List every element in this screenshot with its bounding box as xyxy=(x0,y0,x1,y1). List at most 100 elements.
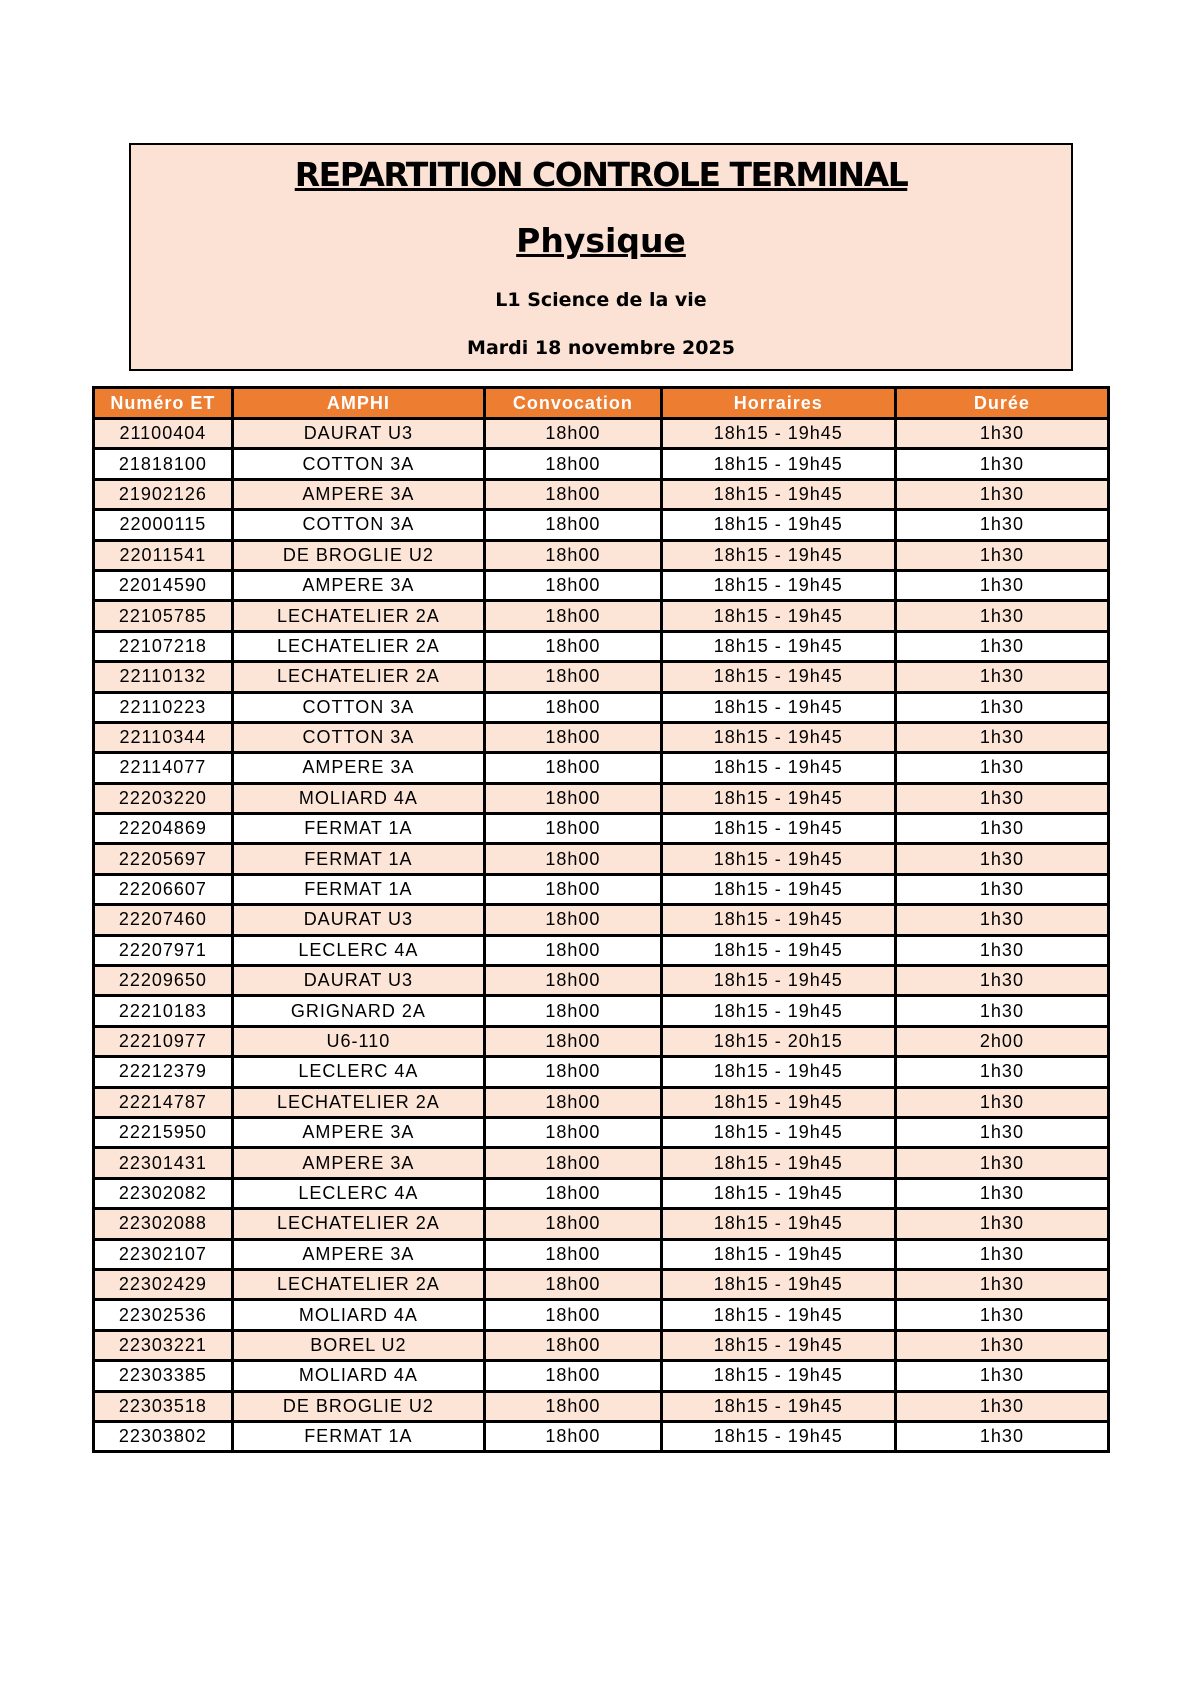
cell-student-number: 22303385 xyxy=(92,1359,234,1393)
table-row: 22302429 LECHATELIER 2A 18h00 18h15 - 19h45… xyxy=(92,1267,1111,1302)
table-row: 22114077 AMPERE 3A 18h00 18h15 - 19h45 1h30 xyxy=(92,751,1111,785)
cell-schedule: 18h15 - 19h45 xyxy=(659,599,897,633)
cell-duration: 1h30 xyxy=(893,1328,1111,1363)
cell-duration: 1h30 xyxy=(893,599,1111,633)
cell-convocation: 18h00 xyxy=(483,508,663,542)
cell-amphi: FERMAT 1A xyxy=(230,872,487,907)
table-row: 22204869 FERMAT 1A 18h00 18h15 - 19h45 1h30 xyxy=(92,812,1111,846)
cell-amphi: LECHATELIER 2A xyxy=(230,1207,487,1241)
cell-duration: 1h30 xyxy=(893,994,1111,1028)
cell-amphi: LECLERC 4A xyxy=(230,1055,487,1089)
cell-duration: 1h30 xyxy=(893,964,1111,998)
cell-student-number: 22303518 xyxy=(92,1389,234,1423)
cell-convocation: 18h00 xyxy=(483,1359,663,1393)
cell-schedule: 18h15 - 20h15 xyxy=(659,1024,897,1059)
cell-convocation: 18h00 xyxy=(483,660,663,694)
cell-convocation: 18h00 xyxy=(483,903,663,937)
table-row: 21100404 DAURAT U3 18h00 18h15 - 19h45 1h30 xyxy=(92,416,1111,451)
table-row: 22207971 LECLERC 4A 18h00 18h15 - 19h45 1h30 xyxy=(92,933,1111,968)
cell-convocation: 18h00 xyxy=(483,1328,663,1363)
cell-student-number: 22204869 xyxy=(92,812,234,846)
cell-student-number: 22205697 xyxy=(92,842,234,876)
table-row: 22303221 BOREL U2 18h00 18h15 - 19h45 1h30 xyxy=(92,1328,1111,1363)
table-row: 22303385 MOLIARD 4A 18h00 18h15 - 19h45 1h30 xyxy=(92,1359,1111,1393)
cell-amphi: AMPERE 3A xyxy=(230,477,487,512)
table-row: 22110132 LECHATELIER 2A 18h00 18h15 - 19h45… xyxy=(92,660,1111,694)
cell-duration: 1h30 xyxy=(893,1115,1111,1150)
cell-student-number: 22212379 xyxy=(92,1055,234,1089)
cell-student-number: 22210977 xyxy=(92,1024,234,1059)
table-row: 22209650 DAURAT U3 18h00 18h15 - 19h45 1h30 xyxy=(92,964,1111,998)
cell-duration: 1h30 xyxy=(893,933,1111,968)
cell-schedule: 18h15 - 19h45 xyxy=(659,568,897,603)
cell-student-number: 22207460 xyxy=(92,903,234,937)
cell-amphi: COTTON 3A xyxy=(230,720,487,755)
cell-student-number: 22302429 xyxy=(92,1267,234,1302)
cell-schedule: 18h15 - 19h45 xyxy=(659,690,897,724)
cell-amphi: GRIGNARD 2A xyxy=(230,994,487,1028)
subject-title: Physique xyxy=(516,221,686,260)
cell-student-number: 22302107 xyxy=(92,1237,234,1271)
cell-duration: 2h00 xyxy=(893,1024,1111,1059)
cell-convocation: 18h00 xyxy=(483,1389,663,1423)
cell-duration: 1h30 xyxy=(893,1298,1111,1332)
cell-duration: 1h30 xyxy=(893,1055,1111,1089)
cell-amphi: DAURAT U3 xyxy=(230,416,487,451)
table-row: 22302107 AMPERE 3A 18h00 18h15 - 19h45 1h30 xyxy=(92,1237,1111,1271)
cell-convocation: 18h00 xyxy=(483,751,663,785)
document-title: REPARTITION CONTROLE TERMINAL xyxy=(294,155,909,194)
cell-student-number: 21902126 xyxy=(92,477,234,512)
cell-amphi: AMPERE 3A xyxy=(230,1115,487,1150)
table-row: 22205697 FERMAT 1A 18h00 18h15 - 19h45 1h30 xyxy=(92,842,1111,876)
cell-convocation: 18h00 xyxy=(483,994,663,1028)
table-row: 22207460 DAURAT U3 18h00 18h15 - 19h45 1h30 xyxy=(92,903,1111,937)
cell-schedule: 18h15 - 19h45 xyxy=(659,660,897,694)
table-body: 21100404 DAURAT U3 18h00 18h15 - 19h45 1h30 2… xyxy=(92,416,1111,1454)
cell-schedule: 18h15 - 19h45 xyxy=(659,842,897,876)
cell-convocation: 18h00 xyxy=(483,1055,663,1089)
cell-amphi: AMPERE 3A xyxy=(230,1237,487,1271)
cell-convocation: 18h00 xyxy=(483,538,663,572)
cell-duration: 1h30 xyxy=(893,568,1111,603)
cell-convocation: 18h00 xyxy=(483,1298,663,1332)
cell-convocation: 18h00 xyxy=(483,568,663,603)
column-header-duration: Durée xyxy=(893,386,1111,420)
cell-student-number: 22114077 xyxy=(92,751,234,785)
table-row: 22214787 LECHATELIER 2A 18h00 18h15 - 19h45… xyxy=(92,1085,1111,1120)
cell-schedule: 18h15 - 19h45 xyxy=(659,1176,897,1211)
cell-student-number: 22210183 xyxy=(92,994,234,1028)
table-row: 21818100 COTTON 3A 18h00 18h15 - 19h45 1h30 xyxy=(92,447,1111,481)
cell-duration: 1h30 xyxy=(893,1419,1111,1454)
table-row: 22302082 LECLERC 4A 18h00 18h15 - 19h45 1h30 xyxy=(92,1176,1111,1211)
cell-student-number: 21100404 xyxy=(92,416,234,451)
column-header-schedule: Horraires xyxy=(659,386,897,420)
table-row: 22303518 DE BROGLIE U2 18h00 18h15 - 19h45 1… xyxy=(92,1389,1111,1423)
cell-duration: 1h30 xyxy=(893,477,1111,512)
cell-schedule: 18h15 - 19h45 xyxy=(659,1298,897,1332)
cell-convocation: 18h00 xyxy=(483,964,663,998)
cell-schedule: 18h15 - 19h45 xyxy=(659,903,897,937)
cell-duration: 1h30 xyxy=(893,781,1111,816)
cell-convocation: 18h00 xyxy=(483,690,663,724)
table-row: 22206607 FERMAT 1A 18h00 18h15 - 19h45 1h30 xyxy=(92,872,1111,907)
program-label: L1 Science de la vie xyxy=(495,289,707,311)
table-row: 22303802 FERMAT 1A 18h00 18h15 - 19h45 1h30 xyxy=(92,1419,1111,1454)
cell-schedule: 18h15 - 19h45 xyxy=(659,1267,897,1302)
cell-schedule: 18h15 - 19h45 xyxy=(659,477,897,512)
cell-schedule: 18h15 - 19h45 xyxy=(659,720,897,755)
cell-duration: 1h30 xyxy=(893,1146,1111,1180)
cell-student-number: 22000115 xyxy=(92,508,234,542)
cell-amphi: COTTON 3A xyxy=(230,690,487,724)
cell-schedule: 18h15 - 19h45 xyxy=(659,872,897,907)
cell-schedule: 18h15 - 19h45 xyxy=(659,1115,897,1150)
cell-schedule: 18h15 - 19h45 xyxy=(659,994,897,1028)
cell-amphi: DE BROGLIE U2 xyxy=(230,1389,487,1423)
cell-schedule: 18h15 - 19h45 xyxy=(659,1328,897,1363)
cell-duration: 1h30 xyxy=(893,812,1111,846)
cell-student-number: 22110344 xyxy=(92,720,234,755)
table-row: 22110344 COTTON 3A 18h00 18h15 - 19h45 1h30 xyxy=(92,720,1111,755)
cell-convocation: 18h00 xyxy=(483,629,663,664)
table-row: 22203220 MOLIARD 4A 18h00 18h15 - 19h45 1h30 xyxy=(92,781,1111,816)
cell-duration: 1h30 xyxy=(893,872,1111,907)
cell-convocation: 18h00 xyxy=(483,842,663,876)
